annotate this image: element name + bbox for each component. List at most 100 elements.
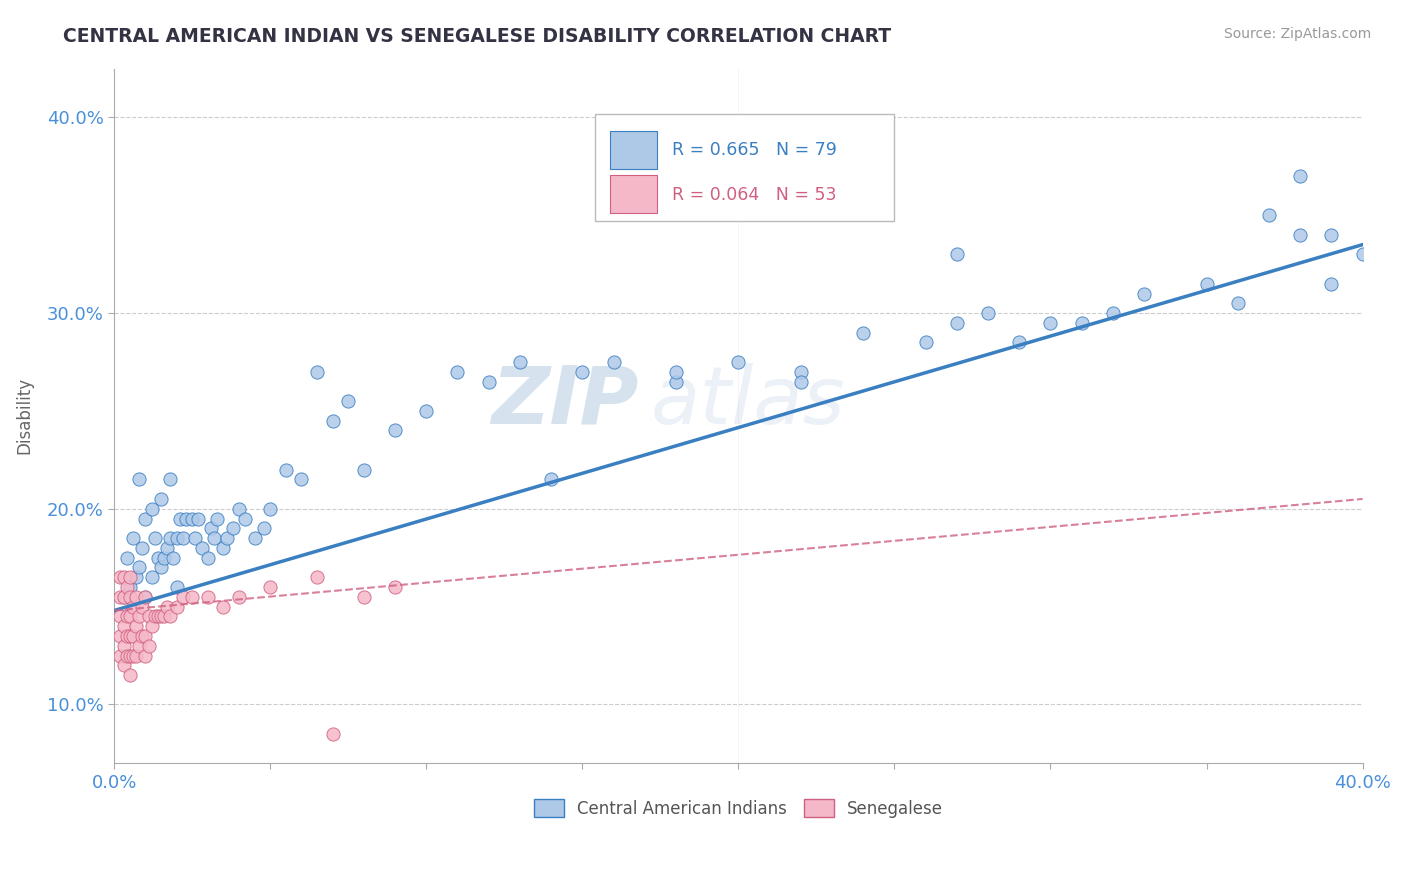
Point [153,550,176,565]
Point [166,531,188,545]
Point [115,629,138,643]
Point [128,560,150,574]
Point [112,619,135,633]
Point [233,511,256,525]
Point [118,570,141,584]
Point [141,501,163,516]
Point [172,531,194,545]
Point [110,590,132,604]
Point [166,580,188,594]
Point [384,424,406,438]
Point [118,668,141,682]
Point [205,511,228,525]
Point [259,580,281,594]
Point [115,550,138,565]
Text: Source: ZipAtlas.com: Source: ZipAtlas.com [1223,27,1371,41]
Point [1289,169,1312,183]
Point [125,590,148,604]
Point [134,648,156,663]
Point [202,531,225,545]
Text: R = 0.665   N = 79: R = 0.665 N = 79 [672,142,837,160]
Point [215,531,238,545]
Point [790,365,813,379]
Point [150,609,173,624]
Point [1351,247,1374,261]
Point [138,609,160,624]
Point [134,511,156,525]
Text: atlas: atlas [651,363,846,441]
Point [112,570,135,584]
Point [446,365,468,379]
Point [122,648,145,663]
Point [259,501,281,516]
FancyBboxPatch shape [610,175,657,213]
Point [125,570,148,584]
Point [212,541,235,555]
Point [305,365,328,379]
Point [228,590,250,604]
Point [122,599,145,614]
Point [222,521,245,535]
Y-axis label: Disability: Disability [15,377,32,454]
Point [181,511,204,525]
Point [128,472,150,486]
Point [727,355,749,369]
Point [1226,296,1249,310]
Point [946,247,969,261]
Point [665,365,688,379]
Point [914,335,936,350]
Text: R = 0.064   N = 53: R = 0.064 N = 53 [672,186,837,204]
Point [790,375,813,389]
Point [143,531,166,545]
Point [138,639,160,653]
Point [166,599,188,614]
Point [337,394,360,409]
Point [602,355,624,369]
FancyBboxPatch shape [595,113,894,221]
Point [228,501,250,516]
Point [143,609,166,624]
Point [118,629,141,643]
Point [1289,227,1312,242]
Point [134,629,156,643]
Point [353,590,375,604]
FancyBboxPatch shape [610,131,657,169]
Point [1320,277,1343,291]
Point [253,521,276,535]
Point [290,472,312,486]
Point [118,580,141,594]
Point [110,648,132,663]
Point [184,531,207,545]
Point [118,590,141,604]
Point [415,404,437,418]
Point [115,580,138,594]
Point [181,590,204,604]
Point [110,629,132,643]
Point [134,590,156,604]
Point [146,550,169,565]
Point [172,590,194,604]
Point [131,541,153,555]
Point [141,619,163,633]
Point [112,658,135,673]
Point [125,619,148,633]
Point [852,326,875,340]
Point [197,590,219,604]
Point [322,414,344,428]
Legend: Central American Indians, Senegalese: Central American Indians, Senegalese [527,793,949,824]
Point [322,727,344,741]
Point [131,599,153,614]
Point [1008,335,1031,350]
Point [305,570,328,584]
Point [187,511,209,525]
Point [159,609,181,624]
Point [274,462,297,476]
Point [118,609,141,624]
Point [115,648,138,663]
Point [169,511,191,525]
Point [1258,208,1281,222]
Point [162,550,184,565]
Point [125,648,148,663]
Point [128,639,150,653]
Point [112,590,135,604]
